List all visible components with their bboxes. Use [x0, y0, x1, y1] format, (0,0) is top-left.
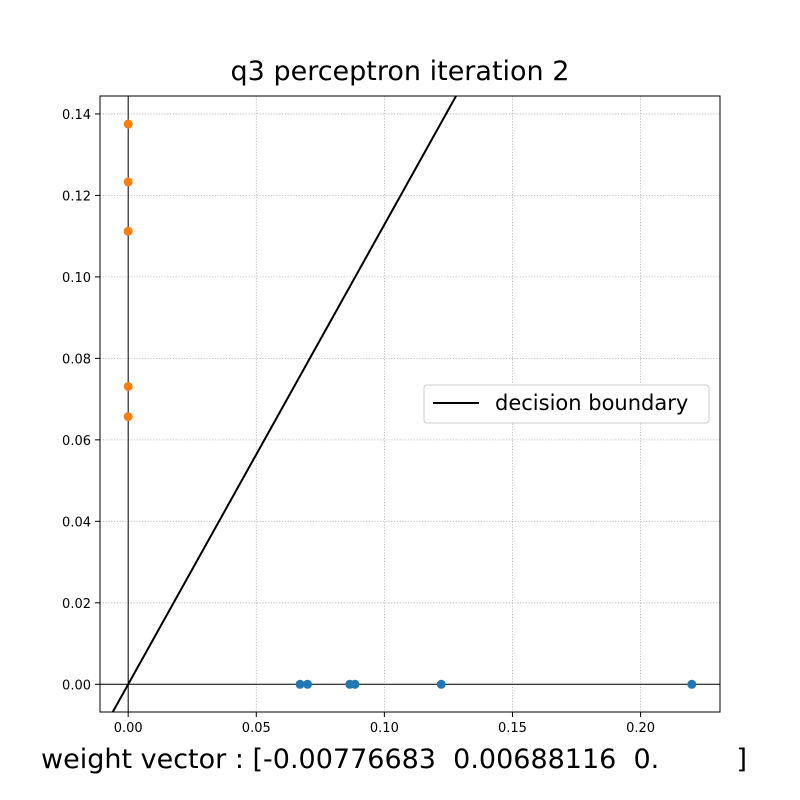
plot-frame	[99, 95, 721, 713]
legend-box	[423, 384, 710, 424]
orange-data-point	[123, 119, 133, 129]
blue-data-point	[295, 679, 305, 689]
chart-title: q3 perceptron iteration 2	[231, 56, 570, 87]
x-tick-label: 0.15	[498, 721, 527, 736]
blue-data-point	[436, 679, 446, 689]
y-tick-label: 0.04	[62, 515, 91, 530]
orange-data-point	[123, 412, 133, 422]
y-tick-label: 0.14	[62, 108, 91, 123]
y-tick-label: 0.02	[62, 597, 91, 612]
orange-data-point	[123, 226, 133, 236]
orange-data-point	[123, 177, 133, 187]
legend: decision boundary	[423, 384, 710, 424]
x-tick-label: 0.10	[370, 721, 399, 736]
decision-boundary-layer	[111, 96, 458, 712]
x-tick-label: 0.20	[626, 721, 655, 736]
weight-vector-text: weight vector : [-0.00776683 0.00688116 …	[41, 744, 747, 775]
blue-data-point	[687, 679, 697, 689]
reference-lines	[100, 96, 720, 712]
decision-boundary-line	[111, 96, 458, 712]
orange-data-point	[123, 381, 133, 391]
y-tick-label: 0.06	[62, 434, 91, 449]
data-points	[123, 119, 697, 689]
y-tick-label: 0.00	[62, 678, 91, 693]
x-tick-label: 0.00	[114, 721, 143, 736]
x-tick-label: 0.05	[242, 721, 271, 736]
y-tick-label: 0.10	[62, 271, 91, 286]
y-tick-label: 0.12	[62, 189, 91, 204]
blue-data-point	[303, 679, 313, 689]
legend-label-decision-boundary: decision boundary	[495, 391, 688, 415]
y-tick-label: 0.08	[62, 352, 91, 367]
blue-data-point	[350, 679, 360, 689]
axis-ticks: 0.00 0.05 0.10 0.15 0.20 0.00 0.02 0.04 0.06 0.08…	[62, 108, 655, 736]
